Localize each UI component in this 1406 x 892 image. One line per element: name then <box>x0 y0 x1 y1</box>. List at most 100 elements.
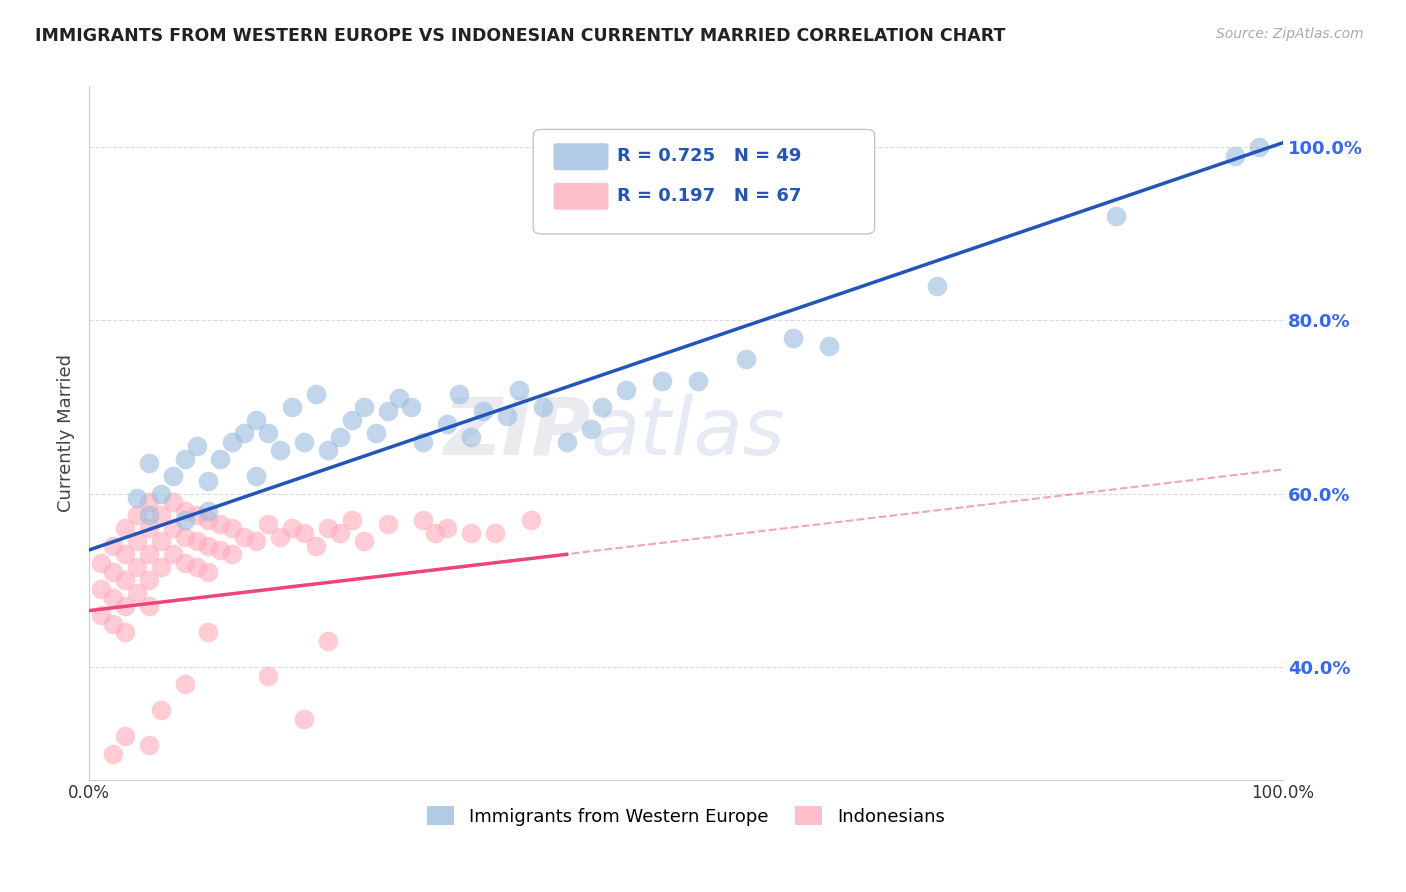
Point <box>292 712 315 726</box>
Point <box>245 534 267 549</box>
Point <box>149 508 172 523</box>
Point <box>425 525 447 540</box>
Point <box>125 560 148 574</box>
Point <box>90 582 112 596</box>
Point <box>233 530 256 544</box>
Point <box>173 452 195 467</box>
Point <box>233 425 256 440</box>
Point <box>496 409 519 423</box>
Point <box>460 525 482 540</box>
Point <box>281 521 304 535</box>
Legend: Immigrants from Western Europe, Indonesians: Immigrants from Western Europe, Indonesi… <box>420 799 952 833</box>
Point <box>401 400 423 414</box>
Point <box>114 729 136 743</box>
Point <box>114 625 136 640</box>
Point <box>257 425 280 440</box>
Point <box>125 491 148 505</box>
Point <box>364 425 387 440</box>
Point <box>412 434 434 449</box>
Point <box>651 374 673 388</box>
Text: Source: ZipAtlas.com: Source: ZipAtlas.com <box>1216 27 1364 41</box>
Point <box>316 634 339 648</box>
Point <box>101 565 124 579</box>
Point <box>329 525 352 540</box>
Point <box>269 443 291 458</box>
Point <box>162 547 184 561</box>
Point <box>197 565 219 579</box>
Text: atlas: atlas <box>591 394 786 472</box>
Point <box>138 547 160 561</box>
Point <box>292 434 315 449</box>
Point <box>818 339 841 353</box>
Point <box>1249 140 1271 154</box>
Point <box>186 560 208 574</box>
Point <box>614 383 637 397</box>
Point <box>329 430 352 444</box>
Point <box>197 504 219 518</box>
Point <box>125 586 148 600</box>
Point <box>138 738 160 752</box>
Point <box>353 400 375 414</box>
Point <box>90 556 112 570</box>
Point <box>209 452 232 467</box>
Point <box>1105 210 1128 224</box>
Point <box>138 574 160 588</box>
Point <box>221 434 243 449</box>
Point <box>436 417 458 432</box>
Point <box>209 516 232 531</box>
Point <box>149 560 172 574</box>
Point <box>90 607 112 622</box>
Point <box>101 747 124 761</box>
Point <box>257 668 280 682</box>
Text: R = 0.197   N = 67: R = 0.197 N = 67 <box>617 187 801 205</box>
Point <box>460 430 482 444</box>
Text: R = 0.725   N = 49: R = 0.725 N = 49 <box>617 147 801 165</box>
Point <box>531 400 554 414</box>
Point <box>162 495 184 509</box>
Point <box>449 387 471 401</box>
Point <box>162 469 184 483</box>
Text: IMMIGRANTS FROM WESTERN EUROPE VS INDONESIAN CURRENTLY MARRIED CORRELATION CHART: IMMIGRANTS FROM WESTERN EUROPE VS INDONE… <box>35 27 1005 45</box>
Point <box>125 508 148 523</box>
Point <box>686 374 709 388</box>
FancyBboxPatch shape <box>554 183 609 210</box>
Point <box>472 404 495 418</box>
FancyBboxPatch shape <box>533 129 875 234</box>
Point <box>377 404 399 418</box>
Point <box>186 534 208 549</box>
Point <box>412 513 434 527</box>
Point <box>377 516 399 531</box>
Point <box>734 352 756 367</box>
Point <box>305 387 328 401</box>
Point <box>316 443 339 458</box>
Point <box>197 474 219 488</box>
FancyBboxPatch shape <box>554 144 609 170</box>
Point <box>173 530 195 544</box>
Point <box>197 539 219 553</box>
Point <box>162 521 184 535</box>
Point <box>149 534 172 549</box>
Point <box>173 556 195 570</box>
Point <box>149 703 172 717</box>
Point <box>114 521 136 535</box>
Point <box>782 331 804 345</box>
Point <box>101 616 124 631</box>
Point <box>281 400 304 414</box>
Point <box>138 599 160 614</box>
Point <box>125 534 148 549</box>
Point <box>149 486 172 500</box>
Point <box>245 469 267 483</box>
Y-axis label: Currently Married: Currently Married <box>58 354 75 512</box>
Point <box>114 599 136 614</box>
Point <box>579 422 602 436</box>
Point <box>305 539 328 553</box>
Point <box>292 525 315 540</box>
Point <box>197 625 219 640</box>
Point <box>173 513 195 527</box>
Point <box>138 521 160 535</box>
Point <box>484 525 506 540</box>
Point <box>269 530 291 544</box>
Point <box>173 677 195 691</box>
Point <box>555 434 578 449</box>
Point <box>221 521 243 535</box>
